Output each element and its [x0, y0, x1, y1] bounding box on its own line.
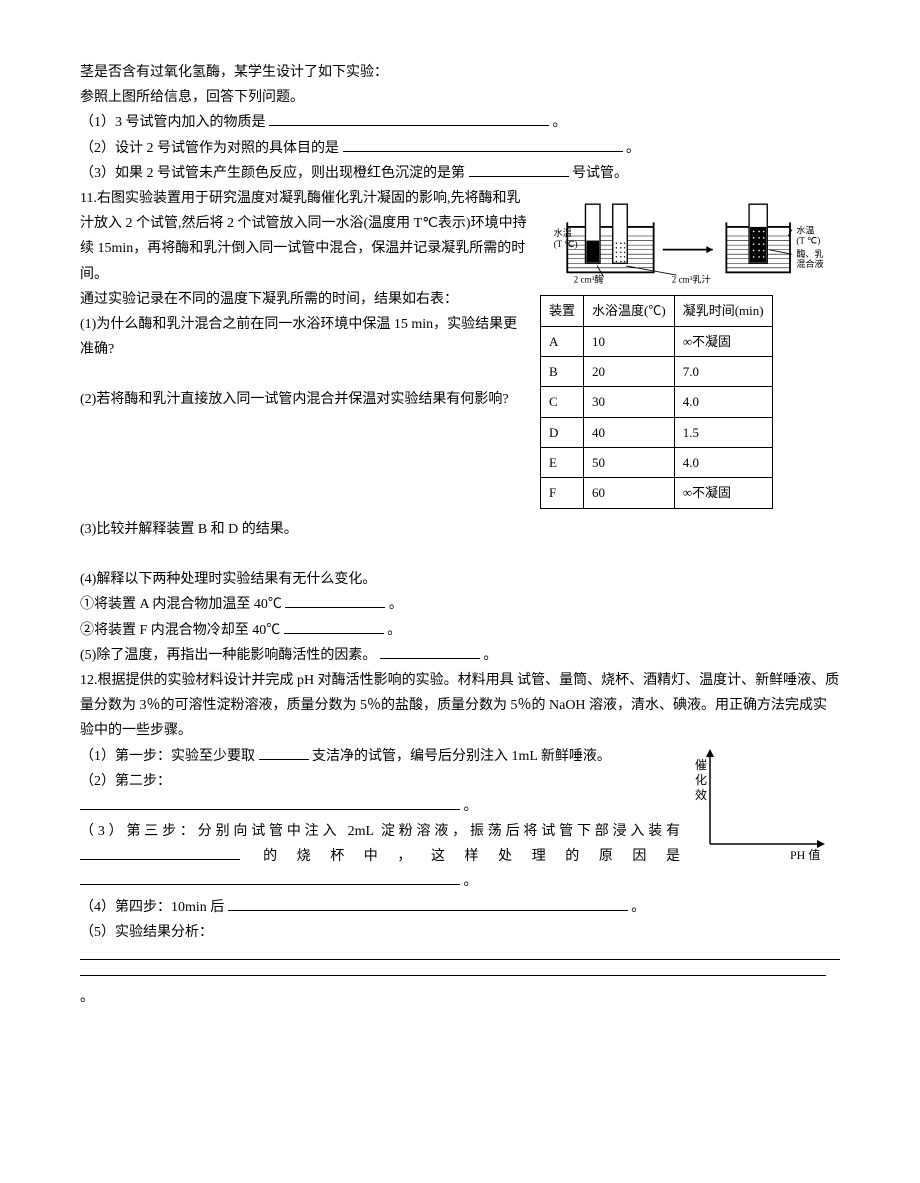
diag-label-enzyme: 2 cm³酶	[574, 273, 604, 284]
q11-p4b: ②将装置 F 内混合物冷却至 40℃ 。	[80, 618, 840, 643]
q12-s2-blank[interactable]	[80, 795, 460, 810]
q10-p3-blank[interactable]	[469, 162, 569, 177]
q12-s5: （5）实验结果分析：	[80, 920, 840, 945]
q11-p4a-blank[interactable]	[285, 593, 385, 608]
q12-s5-blank2[interactable]	[80, 961, 826, 976]
q10-p2-end: 。	[626, 141, 640, 156]
q12-s3-blank2[interactable]	[80, 870, 460, 885]
q11-data-table: 装置 水浴温度(℃) 凝乳时间(min) A10∞不凝固 B207.0 C304…	[540, 295, 773, 509]
q10-intro1: 茎是否含有过氧化氢酶，某学生设计了如下实验：	[80, 60, 840, 85]
q10-p1: （1）3 号试管内加入的物质是 。	[80, 110, 840, 135]
chart-y-label-2: 化	[695, 773, 707, 787]
q12-s3-blank1[interactable]	[80, 845, 240, 860]
table-row: E504.0	[541, 448, 773, 478]
table-header-row: 装置 水浴温度(℃) 凝乳时间(min)	[541, 296, 773, 326]
q10-p2-blank[interactable]	[343, 137, 623, 152]
diag-label-tu-l: (T ℃)	[554, 239, 578, 249]
q12-s4: （4）第四步：10min 后 。	[80, 895, 840, 920]
q10-intro2: 参照上图所给信息，回答下列问题。	[80, 85, 840, 110]
chart-x-label: PH 值	[790, 847, 820, 862]
diag-label-tu-r: (T ℃)	[796, 235, 820, 245]
q10-p3: （3）如果 2 号试管未产生颜色反应，则出现橙红色沉淀的是第 号试管。	[80, 161, 840, 186]
q12-s4-blank[interactable]	[228, 896, 628, 911]
q11-p4a: ①将装置 A 内混合物加温至 40℃ 。	[80, 592, 840, 617]
q12-chart: 催 化 效 PH 值	[690, 744, 840, 864]
q11-p5-blank[interactable]	[380, 644, 480, 659]
q10-p2-label: （2）设计 2 号试管作为对照的具体目的是	[80, 141, 339, 156]
q11-p4b-blank[interactable]	[284, 619, 384, 634]
chart-y-label-3: 效	[695, 787, 707, 802]
q11-p3: (3)比较并解释装置 B 和 D 的结果。	[80, 517, 840, 542]
chart-y-label-1: 催	[695, 758, 707, 772]
diag-label-wt-r: 水温	[796, 224, 814, 235]
q10-p2: （2）设计 2 号试管作为对照的具体目的是 。	[80, 136, 840, 161]
table-row: F60∞不凝固	[541, 478, 773, 508]
diag-label-milk: 2 cm³乳汁	[672, 273, 711, 284]
table-row: C304.0	[541, 387, 773, 417]
q12-s5-line1	[80, 945, 840, 960]
table-row: B207.0	[541, 356, 773, 386]
q12-s3-blank-line: 。	[80, 869, 840, 894]
q10-p1-blank[interactable]	[269, 111, 549, 126]
th-device: 装置	[541, 296, 584, 326]
q11-p4: (4)解释以下两种处理时实验结果有无什么变化。	[80, 567, 840, 592]
q11-right-block: 水温 (T ℃) 2 cm³酶 2 cm³乳汁 水温 (T ℃) 酶、乳 混合液…	[540, 186, 840, 509]
q11-p5: (5)除了温度，再指出一种能影响酶活性的因素。 。	[80, 643, 840, 668]
q12-s5-blank1[interactable]	[80, 945, 840, 960]
diag-label-wt-l: 水温	[554, 227, 572, 238]
diag-label-mix: 酶、乳	[796, 248, 823, 259]
diag-label-mix2: 混合液	[796, 258, 823, 269]
q12-intro: 12.根据提供的实验材料设计并完成 pH 对酶活性影响的实验。材料用具 试管、量…	[80, 668, 840, 744]
q10-p1-end: 。	[553, 115, 567, 130]
q10-p3-end: 号试管。	[572, 166, 628, 181]
q12-s1-blank[interactable]	[259, 745, 309, 760]
table-row: A10∞不凝固	[541, 326, 773, 356]
q10-p3-label: （3）如果 2 号试管未产生颜色反应，则出现橙红色沉淀的是第	[80, 166, 465, 181]
q12-s5-line2: 。	[80, 960, 840, 1010]
th-time: 凝乳时间(min)	[674, 296, 772, 326]
q10-p1-label: （1）3 号试管内加入的物质是	[80, 115, 266, 130]
experiment-diagram: 水温 (T ℃) 2 cm³酶 2 cm³乳汁 水温 (T ℃) 酶、乳 混合液	[540, 186, 840, 286]
th-temp: 水浴温度(℃)	[584, 296, 675, 326]
table-row: D401.5	[541, 417, 773, 447]
